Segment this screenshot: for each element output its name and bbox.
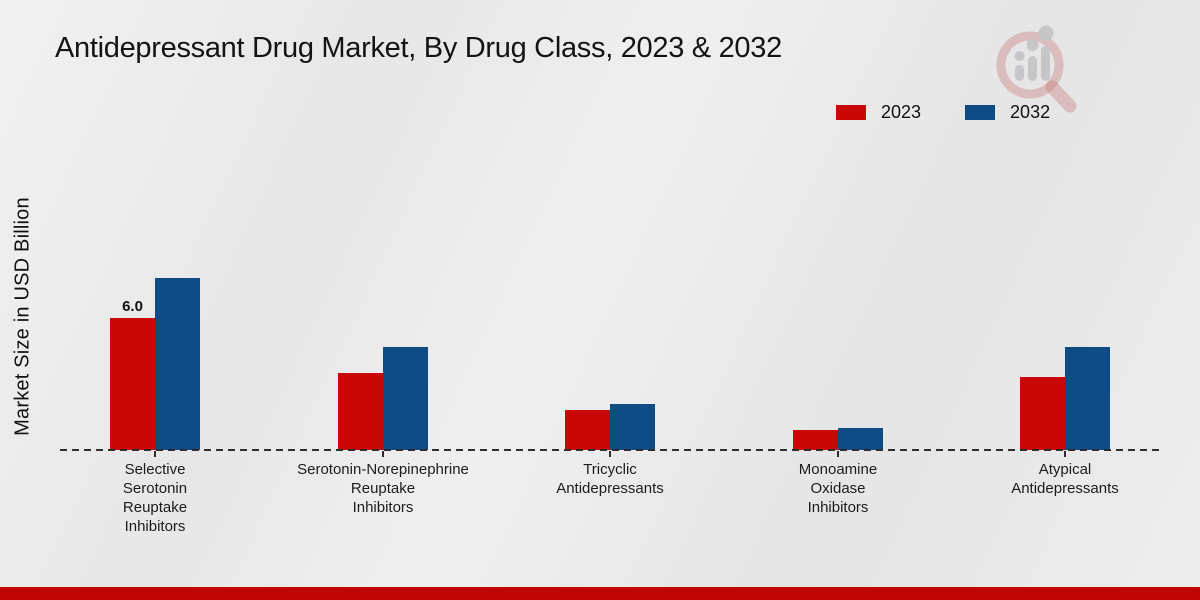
x-axis-category-label-tricyclic-antidepressants: Tricyclic Antidepressants: [556, 461, 664, 497]
bar-2032-monoamine-oxidase-inhibitors: [838, 428, 883, 450]
legend-label-2023: 2023: [881, 102, 922, 122]
legend-swatch-2032: [965, 105, 996, 120]
x-axis-tick: [1064, 451, 1066, 457]
legend-swatch-2023: [836, 105, 866, 120]
bar-2032-atypical-antidepressants: [1065, 347, 1110, 450]
legend-label-2032: 2032: [1010, 102, 1051, 122]
chart-title: Antidepressant Drug Market, By Drug Clas…: [55, 32, 782, 64]
bar-value-label: 6.0: [122, 298, 143, 315]
magnifier-bar-chart-logo-icon: [996, 25, 1077, 113]
x-axis-tick: [837, 451, 839, 457]
x-axis-category-label-serotonin-norepinephrine-reuptake-inhibitors: Serotonin-Norepinephrine Reuptake Inhibito…: [297, 461, 469, 516]
bar-2023-serotonin-norepinephrine-reuptake-inhibitors: [338, 373, 383, 450]
bar-2023-selective-serotonin-reuptake-inhibitors: [110, 318, 155, 450]
legend-item-2032: 2032: [965, 102, 1050, 123]
x-axis-category-label-selective-serotonin-reuptake-inhibitors: Selective Serotonin Reuptake Inhibitors: [122, 461, 188, 535]
x-axis-category-label-monoamine-oxidase-inhibitors: Monoamine Oxidase Inhibitors: [798, 461, 878, 516]
x-axis-category-label-atypical-antidepressants: Atypical Antidepressants: [1011, 461, 1119, 497]
legend: 2023 2032: [836, 102, 1050, 123]
bar-2032-serotonin-norepinephrine-reuptake-inhibitors: [383, 347, 428, 450]
footer-accent-bar: [0, 587, 1200, 600]
x-axis-baseline: [60, 449, 1163, 451]
x-axis-tick: [154, 451, 156, 457]
x-axis-tick: [609, 451, 611, 457]
bar-2032-tricyclic-antidepressants: [610, 404, 655, 450]
x-axis-tick: [382, 451, 384, 457]
legend-item-2023: 2023: [836, 102, 921, 123]
bar-2032-selective-serotonin-reuptake-inhibitors: [155, 278, 200, 450]
bar-2023-tricyclic-antidepressants: [565, 410, 610, 450]
bar-2023-monoamine-oxidase-inhibitors: [793, 430, 838, 450]
bar-2023-atypical-antidepressants: [1020, 377, 1065, 450]
